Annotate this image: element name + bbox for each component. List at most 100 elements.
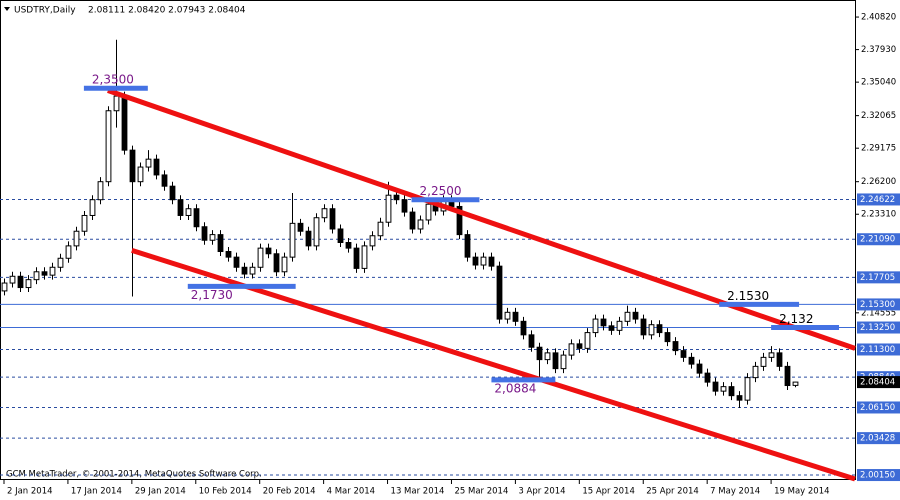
candle-body — [425, 203, 432, 221]
candle-body — [121, 95, 128, 151]
level-label: 2.00150 — [860, 471, 895, 481]
candle-body — [784, 365, 791, 387]
level-box — [857, 469, 900, 482]
candle-body — [560, 354, 567, 370]
x-tick-label: 13 Mar 2014 — [391, 487, 445, 497]
candle-body — [544, 352, 551, 361]
candle-body — [648, 324, 655, 336]
candle-body — [464, 234, 471, 258]
marker-label: 2,132 — [779, 312, 813, 326]
candle-body — [57, 257, 64, 268]
plot-frame — [0, 0, 856, 480]
candle-body — [129, 149, 136, 183]
x-tick-label: 25 Mar 2014 — [454, 487, 508, 497]
candle-body — [744, 377, 751, 401]
candle-body — [17, 275, 24, 289]
level-label: 2.21090 — [860, 235, 895, 245]
candle-body — [193, 208, 200, 228]
candle-body — [584, 332, 591, 349]
candle-body — [632, 311, 639, 320]
candle-body — [736, 395, 743, 401]
candle-body — [409, 211, 416, 230]
candle-body — [73, 230, 80, 247]
level-label: 2.13250 — [860, 323, 895, 333]
level-box — [857, 376, 900, 389]
y-tick-label: 2.29175 — [861, 144, 896, 154]
candle-body — [89, 199, 96, 216]
candle-body — [504, 311, 511, 320]
candle-body — [345, 242, 352, 249]
candle-body — [265, 247, 272, 255]
candle-body — [624, 311, 631, 322]
candle-body — [552, 352, 559, 370]
level-box — [857, 193, 900, 206]
candle-body — [257, 247, 264, 268]
candle-body — [41, 271, 48, 276]
level-box — [857, 321, 900, 334]
footer: GCM MetaTrader, © 2001-2014, MetaQuotes … — [6, 470, 262, 480]
candle-body — [600, 318, 607, 327]
candle-body — [480, 256, 487, 266]
candle-body — [185, 208, 192, 216]
candle-body — [25, 279, 32, 289]
candle-body — [321, 208, 328, 219]
candle-body — [704, 372, 711, 383]
candle-body — [656, 324, 663, 334]
candle-body — [456, 205, 463, 236]
candle-body — [169, 185, 176, 201]
candle-body — [153, 158, 160, 176]
candle-body — [496, 265, 503, 320]
candle-body — [752, 365, 759, 379]
y-tick-label: 2.14555 — [861, 308, 896, 318]
candle-body — [417, 219, 424, 230]
menu-arrow — [4, 7, 10, 11]
x-tick-label: 15 Apr 2014 — [582, 487, 635, 497]
level-box — [857, 401, 900, 414]
marker-label: 2,0884 — [494, 381, 536, 395]
candle-body — [361, 245, 368, 269]
x-tick-label: 20 Feb 2014 — [263, 487, 316, 497]
price-info: 2.08111 2.08420 2.07943 2.08404 — [88, 6, 246, 16]
candle-body — [81, 214, 88, 232]
x-tick-label: 25 Apr 2014 — [646, 487, 699, 497]
candle-body — [568, 343, 575, 356]
level-label: 2.24622 — [860, 195, 895, 205]
level-label: 2.15300 — [860, 300, 895, 310]
y-tick-label: 2.23310 — [861, 210, 896, 220]
level-box — [857, 233, 900, 246]
x-tick-label: 29 Jan 2014 — [135, 487, 186, 497]
candle-body — [305, 230, 312, 247]
level-label: 2.11300 — [860, 345, 895, 355]
candle-body — [520, 320, 527, 336]
candle-body — [696, 363, 703, 374]
candle-body — [337, 228, 344, 243]
candle-body — [137, 166, 144, 183]
level-box — [857, 343, 900, 356]
candle-body — [576, 343, 583, 349]
candle-body — [113, 95, 120, 112]
candle-body — [672, 341, 679, 352]
candle-body — [353, 247, 360, 269]
candle-body — [329, 208, 336, 230]
candle-body — [49, 266, 56, 276]
level-box — [857, 298, 900, 311]
candle-body — [177, 199, 184, 216]
candle-body — [488, 256, 495, 267]
candle-body — [249, 266, 256, 275]
x-tick-label: 19 May 2014 — [774, 487, 829, 497]
candle-body — [297, 222, 304, 232]
level-label: 2.03428 — [860, 434, 895, 444]
marker-label: 2.1530 — [727, 289, 769, 303]
x-tick-label: 2 Jan 2014 — [7, 487, 53, 497]
candle-body — [273, 253, 280, 273]
candle-body — [592, 318, 599, 334]
candle-body — [201, 226, 208, 241]
candle-body — [105, 110, 112, 183]
y-tick-label: 2.35040 — [861, 78, 896, 88]
candle-body — [680, 350, 687, 358]
level-label: 2.06150 — [860, 403, 895, 413]
candle-body — [241, 266, 248, 275]
candle-body — [472, 256, 479, 266]
level-label: 2.08404 — [860, 378, 895, 388]
candle-body — [728, 386, 735, 397]
